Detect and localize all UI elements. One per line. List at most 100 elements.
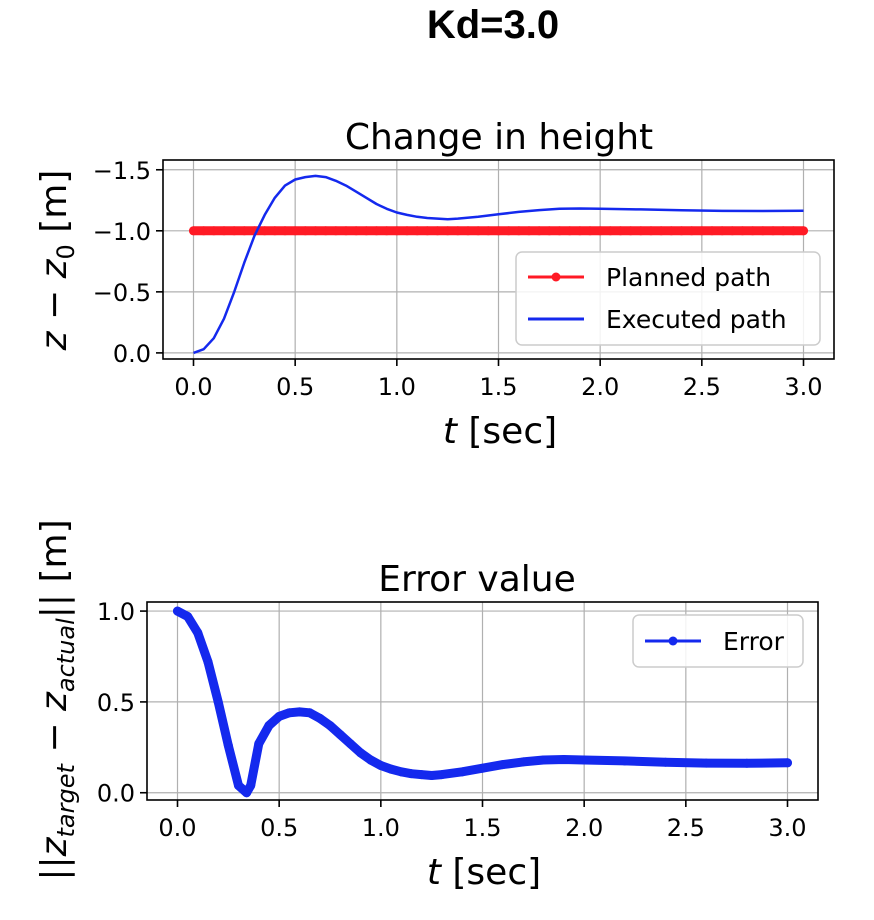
height-ytick-label: −0.5	[93, 279, 151, 307]
error-chart-ylabel: ||ztarget − zactual|| [m]	[34, 519, 80, 880]
height-chart-legend: Planned path Executed path	[515, 251, 821, 346]
height-chart: Change in height 0.0 0.5 1.0 1.5 2.0 2.5 3.0 −1…	[34, 117, 835, 452]
planned-path-point	[748, 226, 758, 236]
height-ytick-label: −1.0	[93, 218, 151, 246]
planned-path-point	[219, 226, 229, 236]
planned-path-point	[473, 226, 483, 236]
legend-executed-label: Executed path	[606, 305, 787, 334]
planned-path-point	[199, 226, 209, 236]
planned-path-point	[392, 226, 402, 236]
planned-path-point	[433, 226, 442, 236]
planned-path-point	[504, 226, 514, 236]
height-chart-ylabel-unit: [m]	[34, 170, 75, 245]
height-chart-title: Change in height	[345, 117, 653, 158]
error-chart-ticks: 0.0 0.5 1.0 1.5 2.0 2.5 3.0 0.0 0.5 1.0	[97, 598, 807, 842]
planned-path-point	[636, 226, 646, 236]
error-xtick-label: 0.5	[260, 814, 298, 842]
planned-path-point	[229, 226, 239, 236]
planned-path-point	[687, 226, 697, 236]
planned-path-point	[412, 226, 422, 236]
error-point	[427, 770, 437, 780]
planned-path-point	[270, 226, 280, 236]
error-point	[559, 754, 569, 764]
planned-path-point	[239, 226, 249, 236]
error-chart-xlabel-var: t	[427, 852, 443, 893]
planned-path-point	[544, 226, 554, 236]
planned-path-point	[514, 226, 524, 236]
planned-path-point	[727, 226, 737, 236]
planned-path-point	[575, 226, 585, 236]
planned-path-point	[341, 226, 351, 236]
planned-path-point	[605, 226, 615, 236]
height-chart-xlabel: t [sec]	[443, 411, 557, 452]
planned-path-point	[382, 226, 392, 236]
height-xtick-label: 1.5	[479, 373, 517, 401]
error-point	[742, 758, 752, 768]
error-point	[183, 612, 193, 622]
planned-path-point	[707, 226, 717, 236]
error-point	[325, 721, 335, 731]
planned-path-point	[209, 226, 219, 236]
error-point	[406, 769, 416, 779]
planned-path-point	[453, 226, 463, 236]
planned-path-point	[799, 226, 808, 236]
error-point	[783, 758, 792, 768]
error-point	[366, 755, 376, 765]
height-xtick-label: 2.5	[683, 373, 721, 401]
error-chart-grid	[147, 602, 818, 800]
planned-path-point	[555, 226, 564, 236]
planned-path-point	[494, 226, 503, 236]
planned-path-point	[595, 226, 605, 236]
error-point	[335, 730, 345, 740]
planned-path-point	[280, 226, 290, 236]
height-xtick-label: 0.5	[276, 373, 314, 401]
planned-path-point	[717, 226, 727, 236]
planned-path-point	[656, 226, 666, 236]
planned-path-point	[483, 226, 493, 236]
height-xtick-label: 1.0	[378, 373, 416, 401]
error-point	[396, 767, 406, 777]
legend-error-marker	[668, 636, 678, 646]
height-chart-ylabel-main: z − z	[34, 258, 75, 351]
planned-path-point	[738, 226, 747, 236]
error-point	[295, 707, 304, 717]
planned-path-point	[565, 226, 575, 236]
error-point	[620, 756, 630, 766]
error-point	[213, 697, 223, 707]
error-point	[234, 780, 243, 790]
error-point	[376, 760, 386, 770]
error-chart: Error value 0.0 0.5 1.0 1.5 2.0 2.5 3.0 0.0 0.5 1…	[34, 519, 819, 893]
error-point	[315, 713, 325, 723]
error-point	[457, 767, 467, 777]
planned-path-point	[758, 226, 768, 236]
height-chart-xlabel-var: t	[443, 411, 459, 452]
planned-path-point	[260, 226, 270, 236]
planned-path-point	[677, 226, 686, 236]
planned-path-point	[372, 226, 381, 236]
planned-path-point	[463, 226, 473, 236]
error-ytick-label: 1.0	[97, 598, 135, 626]
error-chart-series	[173, 606, 792, 798]
planned-path-point	[697, 226, 707, 236]
error-point	[356, 748, 365, 758]
height-chart-ylabel-sub: 0	[52, 244, 80, 259]
error-chart-title: Error value	[378, 559, 576, 600]
error-xtick-label: 1.0	[362, 814, 400, 842]
error-point	[518, 757, 528, 767]
error-line	[173, 606, 792, 798]
planned-path-point	[666, 226, 676, 236]
error-point	[223, 741, 233, 751]
planned-path-point	[778, 226, 788, 236]
planned-path-point	[585, 226, 595, 236]
error-point	[264, 721, 274, 731]
height-xtick-label: 2.0	[581, 373, 619, 401]
error-point	[417, 770, 426, 780]
error-point	[203, 657, 213, 667]
planned-path-point	[300, 226, 310, 236]
error-point	[274, 711, 284, 721]
executed-path-line	[193, 174, 804, 355]
error-xtick-label: 1.5	[463, 814, 501, 842]
error-chart-xlabel-unit: [sec]	[441, 852, 541, 893]
height-ytick-label: −1.5	[93, 157, 151, 185]
